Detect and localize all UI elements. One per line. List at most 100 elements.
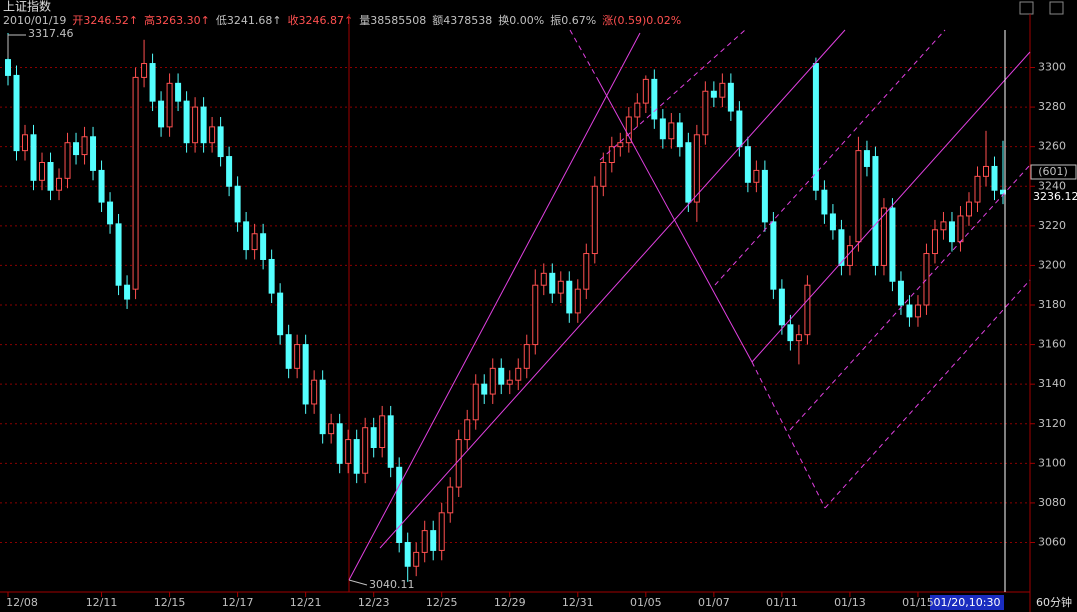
candles — [5, 32, 1006, 582]
candle-body — [557, 280, 564, 294]
high-label: 3317.46 — [28, 27, 74, 40]
x-tick-label: 01/07 — [698, 596, 730, 609]
candle-body — [515, 367, 522, 381]
quote-item: 换0.00% — [498, 13, 544, 27]
candle-body — [192, 106, 199, 144]
trend-line — [379, 29, 846, 549]
candle-body — [362, 427, 369, 474]
candle-body — [574, 288, 581, 314]
cursor-count: (601) — [1038, 165, 1068, 178]
candle-body — [328, 423, 335, 435]
candle-body — [676, 122, 683, 148]
candle-body — [489, 367, 496, 395]
candle-body — [540, 272, 547, 286]
candle-body — [702, 90, 709, 136]
y-tick-label: 3260 — [1038, 140, 1066, 153]
candle-body — [957, 215, 964, 243]
candle-body — [421, 530, 428, 553]
y-tick-label: 3220 — [1038, 219, 1066, 232]
candle-body — [430, 530, 437, 551]
x-tick-label: 12/11 — [86, 596, 118, 609]
x-tick-label: 01/15 — [902, 596, 934, 609]
candle-body — [13, 74, 20, 152]
y-tick-label: 3200 — [1038, 258, 1066, 271]
candle-body — [761, 169, 768, 223]
quote-item: 振0.67% — [550, 13, 596, 27]
candle-body — [651, 78, 658, 120]
x-tick-label: 12/31 — [562, 596, 594, 609]
period-label: 60分钟 — [1036, 595, 1072, 609]
candle-body — [455, 439, 462, 488]
candle-body — [617, 142, 624, 148]
candle-body — [56, 177, 63, 191]
candle-body — [132, 76, 139, 290]
candle-body — [863, 150, 870, 167]
trend-line — [348, 32, 641, 581]
trend-line — [824, 279, 1031, 509]
candle-body — [855, 150, 862, 243]
candle-body — [149, 63, 156, 102]
low-marker — [348, 579, 368, 586]
quote-item: 涨(0.59)0.02% — [602, 14, 681, 27]
candle-body — [965, 201, 972, 217]
index-title: 上证指数 — [3, 0, 51, 14]
window-button[interactable] — [1019, 1, 1034, 15]
candle-body — [481, 383, 488, 395]
candle-body — [438, 512, 445, 551]
cursor-price: 3236.12 — [1033, 190, 1077, 203]
candle-body — [115, 223, 122, 286]
quote-item: 收3246.87↑ — [288, 13, 354, 27]
candle-body — [506, 379, 513, 385]
y-tick-label: 3280 — [1038, 100, 1066, 113]
x-tick-label: 01/11 — [766, 596, 798, 609]
candle-body — [889, 207, 896, 282]
window-button[interactable] — [1049, 1, 1064, 15]
x-tick-label: 01/05 — [630, 596, 662, 609]
candle-body — [880, 207, 887, 266]
candle-body — [39, 162, 46, 181]
quote-item: 2010/01/19 — [3, 14, 66, 27]
x-tick-label: 12/25 — [426, 596, 458, 609]
candle-body — [787, 324, 794, 342]
candle-body — [795, 334, 802, 342]
y-tick-label: 3100 — [1038, 456, 1066, 469]
quote-bar: 2010/01/19 开3246.52↑ 高3263.30↑ 低3241.68↑ 收32… — [3, 13, 681, 27]
candle-body — [285, 334, 292, 369]
candle-body — [753, 169, 760, 183]
y-tick-label: 3080 — [1038, 496, 1066, 509]
candle-body — [472, 383, 479, 421]
candle-body — [107, 201, 114, 225]
candle-body — [166, 82, 173, 128]
candle-body — [982, 165, 989, 177]
candle-body — [710, 90, 717, 98]
candle-body — [744, 146, 751, 183]
candle-body — [124, 284, 131, 300]
y-tick-label: 3060 — [1038, 536, 1066, 549]
candle-body — [914, 304, 921, 318]
candle-body — [5, 59, 11, 76]
candle-body — [923, 253, 930, 306]
candle-body — [98, 169, 105, 203]
candle-body — [821, 189, 828, 215]
trend-line — [751, 361, 826, 509]
y-tick-label: 3160 — [1038, 338, 1066, 351]
low-label: 3040.11 — [369, 578, 415, 591]
candle-body — [217, 126, 224, 158]
candle-body — [73, 142, 80, 156]
candle-body — [302, 344, 309, 405]
candle-body — [940, 221, 947, 231]
candle-body — [736, 110, 743, 148]
candle-body — [319, 379, 326, 435]
candle-body — [22, 134, 29, 152]
candle-body — [523, 344, 530, 369]
candle-body — [838, 229, 845, 266]
candle-body — [396, 466, 403, 543]
trend-line — [596, 77, 753, 363]
candle-body — [634, 102, 641, 118]
x-tick-label: 01/13 — [834, 596, 866, 609]
candle-body — [209, 126, 216, 144]
candle-body — [200, 106, 207, 144]
candle-body — [183, 100, 190, 144]
y-tick-label: 3120 — [1038, 417, 1066, 430]
